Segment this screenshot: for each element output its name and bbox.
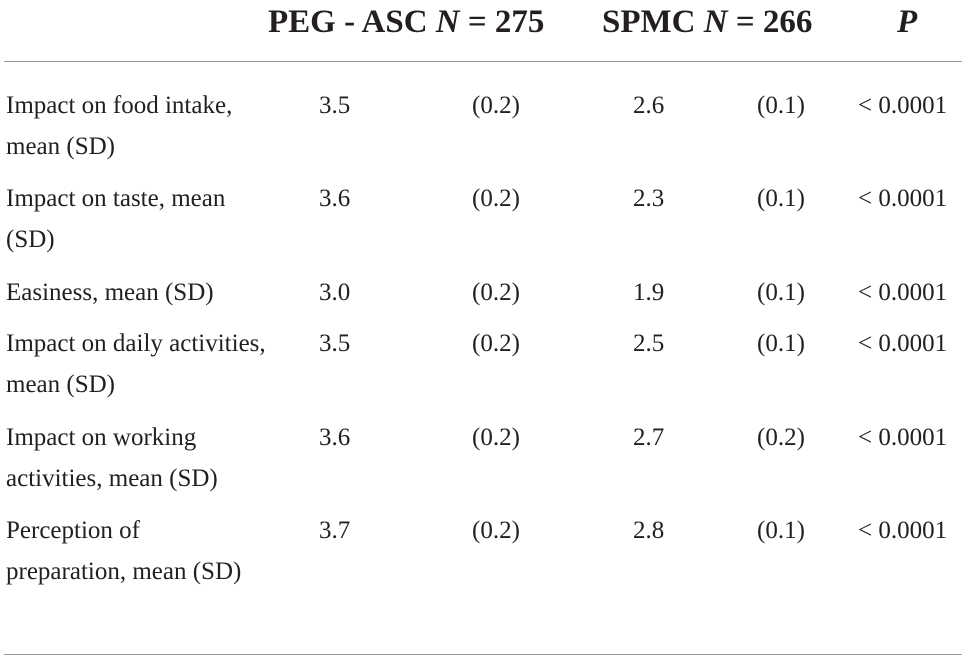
p-value: < 0.0001 — [858, 185, 948, 212]
spmc-mean: 2.3 — [633, 185, 665, 212]
p-value: < 0.0001 — [858, 517, 948, 544]
p-value: < 0.0001 — [858, 92, 948, 119]
peg-asc-mean: 3.7 — [319, 517, 351, 544]
group1-name: PEG - ASC — [268, 4, 428, 40]
table-header: PEG - ASC N = 275 SPMC N = 266 P — [0, 0, 968, 60]
group2-n-value: = 266 — [735, 4, 813, 40]
group1-n-label: N — [435, 4, 460, 40]
p-label: P — [897, 4, 918, 40]
peg-asc-mean: 3.0 — [319, 279, 351, 306]
p-value: < 0.0001 — [858, 279, 948, 306]
spmc-sd: (0.1) — [757, 330, 805, 357]
spmc-sd: (0.1) — [757, 185, 805, 212]
spmc-mean: 2.6 — [633, 92, 665, 119]
group2-name: SPMC — [602, 4, 696, 40]
row-label: Easiness, mean (SD) — [6, 279, 214, 306]
spmc-mean: 1.9 — [633, 279, 665, 306]
spmc-sd: (0.1) — [757, 517, 805, 544]
column-header-peg-asc: PEG - ASC N = 275 — [268, 2, 544, 42]
peg-asc-sd: (0.2) — [472, 330, 520, 357]
bottom-rule — [4, 654, 962, 655]
peg-asc-sd: (0.2) — [472, 424, 520, 451]
row-label: Perception of preparation, mean (SD) — [6, 517, 242, 585]
header-rule — [4, 61, 962, 62]
peg-asc-sd: (0.2) — [472, 279, 520, 306]
spmc-mean: 2.5 — [633, 330, 665, 357]
spmc-sd: (0.2) — [757, 424, 805, 451]
spmc-sd: (0.1) — [757, 279, 805, 306]
peg-asc-sd: (0.2) — [472, 92, 520, 119]
spmc-mean: 2.8 — [633, 517, 665, 544]
group2-n-label: N — [703, 4, 728, 40]
column-header-p: P — [897, 2, 917, 42]
peg-asc-sd: (0.2) — [472, 185, 520, 212]
peg-asc-mean: 3.5 — [319, 330, 351, 357]
row-label: Impact on taste, mean (SD) — [6, 185, 226, 253]
peg-asc-mean: 3.5 — [319, 92, 351, 119]
p-value: < 0.0001 — [858, 330, 948, 357]
peg-asc-mean: 3.6 — [319, 185, 351, 212]
row-label: Impact on food intake, mean (SD) — [6, 92, 233, 160]
row-label: Impact on working activities, mean (SD) — [6, 424, 218, 492]
peg-asc-mean: 3.6 — [319, 424, 351, 451]
group1-n-value: = 275 — [467, 4, 545, 40]
spmc-sd: (0.1) — [757, 92, 805, 119]
peg-asc-sd: (0.2) — [472, 517, 520, 544]
column-header-spmc: SPMC N = 266 — [602, 2, 812, 42]
p-value: < 0.0001 — [858, 424, 948, 451]
spmc-mean: 2.7 — [633, 424, 665, 451]
row-label: Impact on daily activities, mean (SD) — [6, 330, 266, 398]
